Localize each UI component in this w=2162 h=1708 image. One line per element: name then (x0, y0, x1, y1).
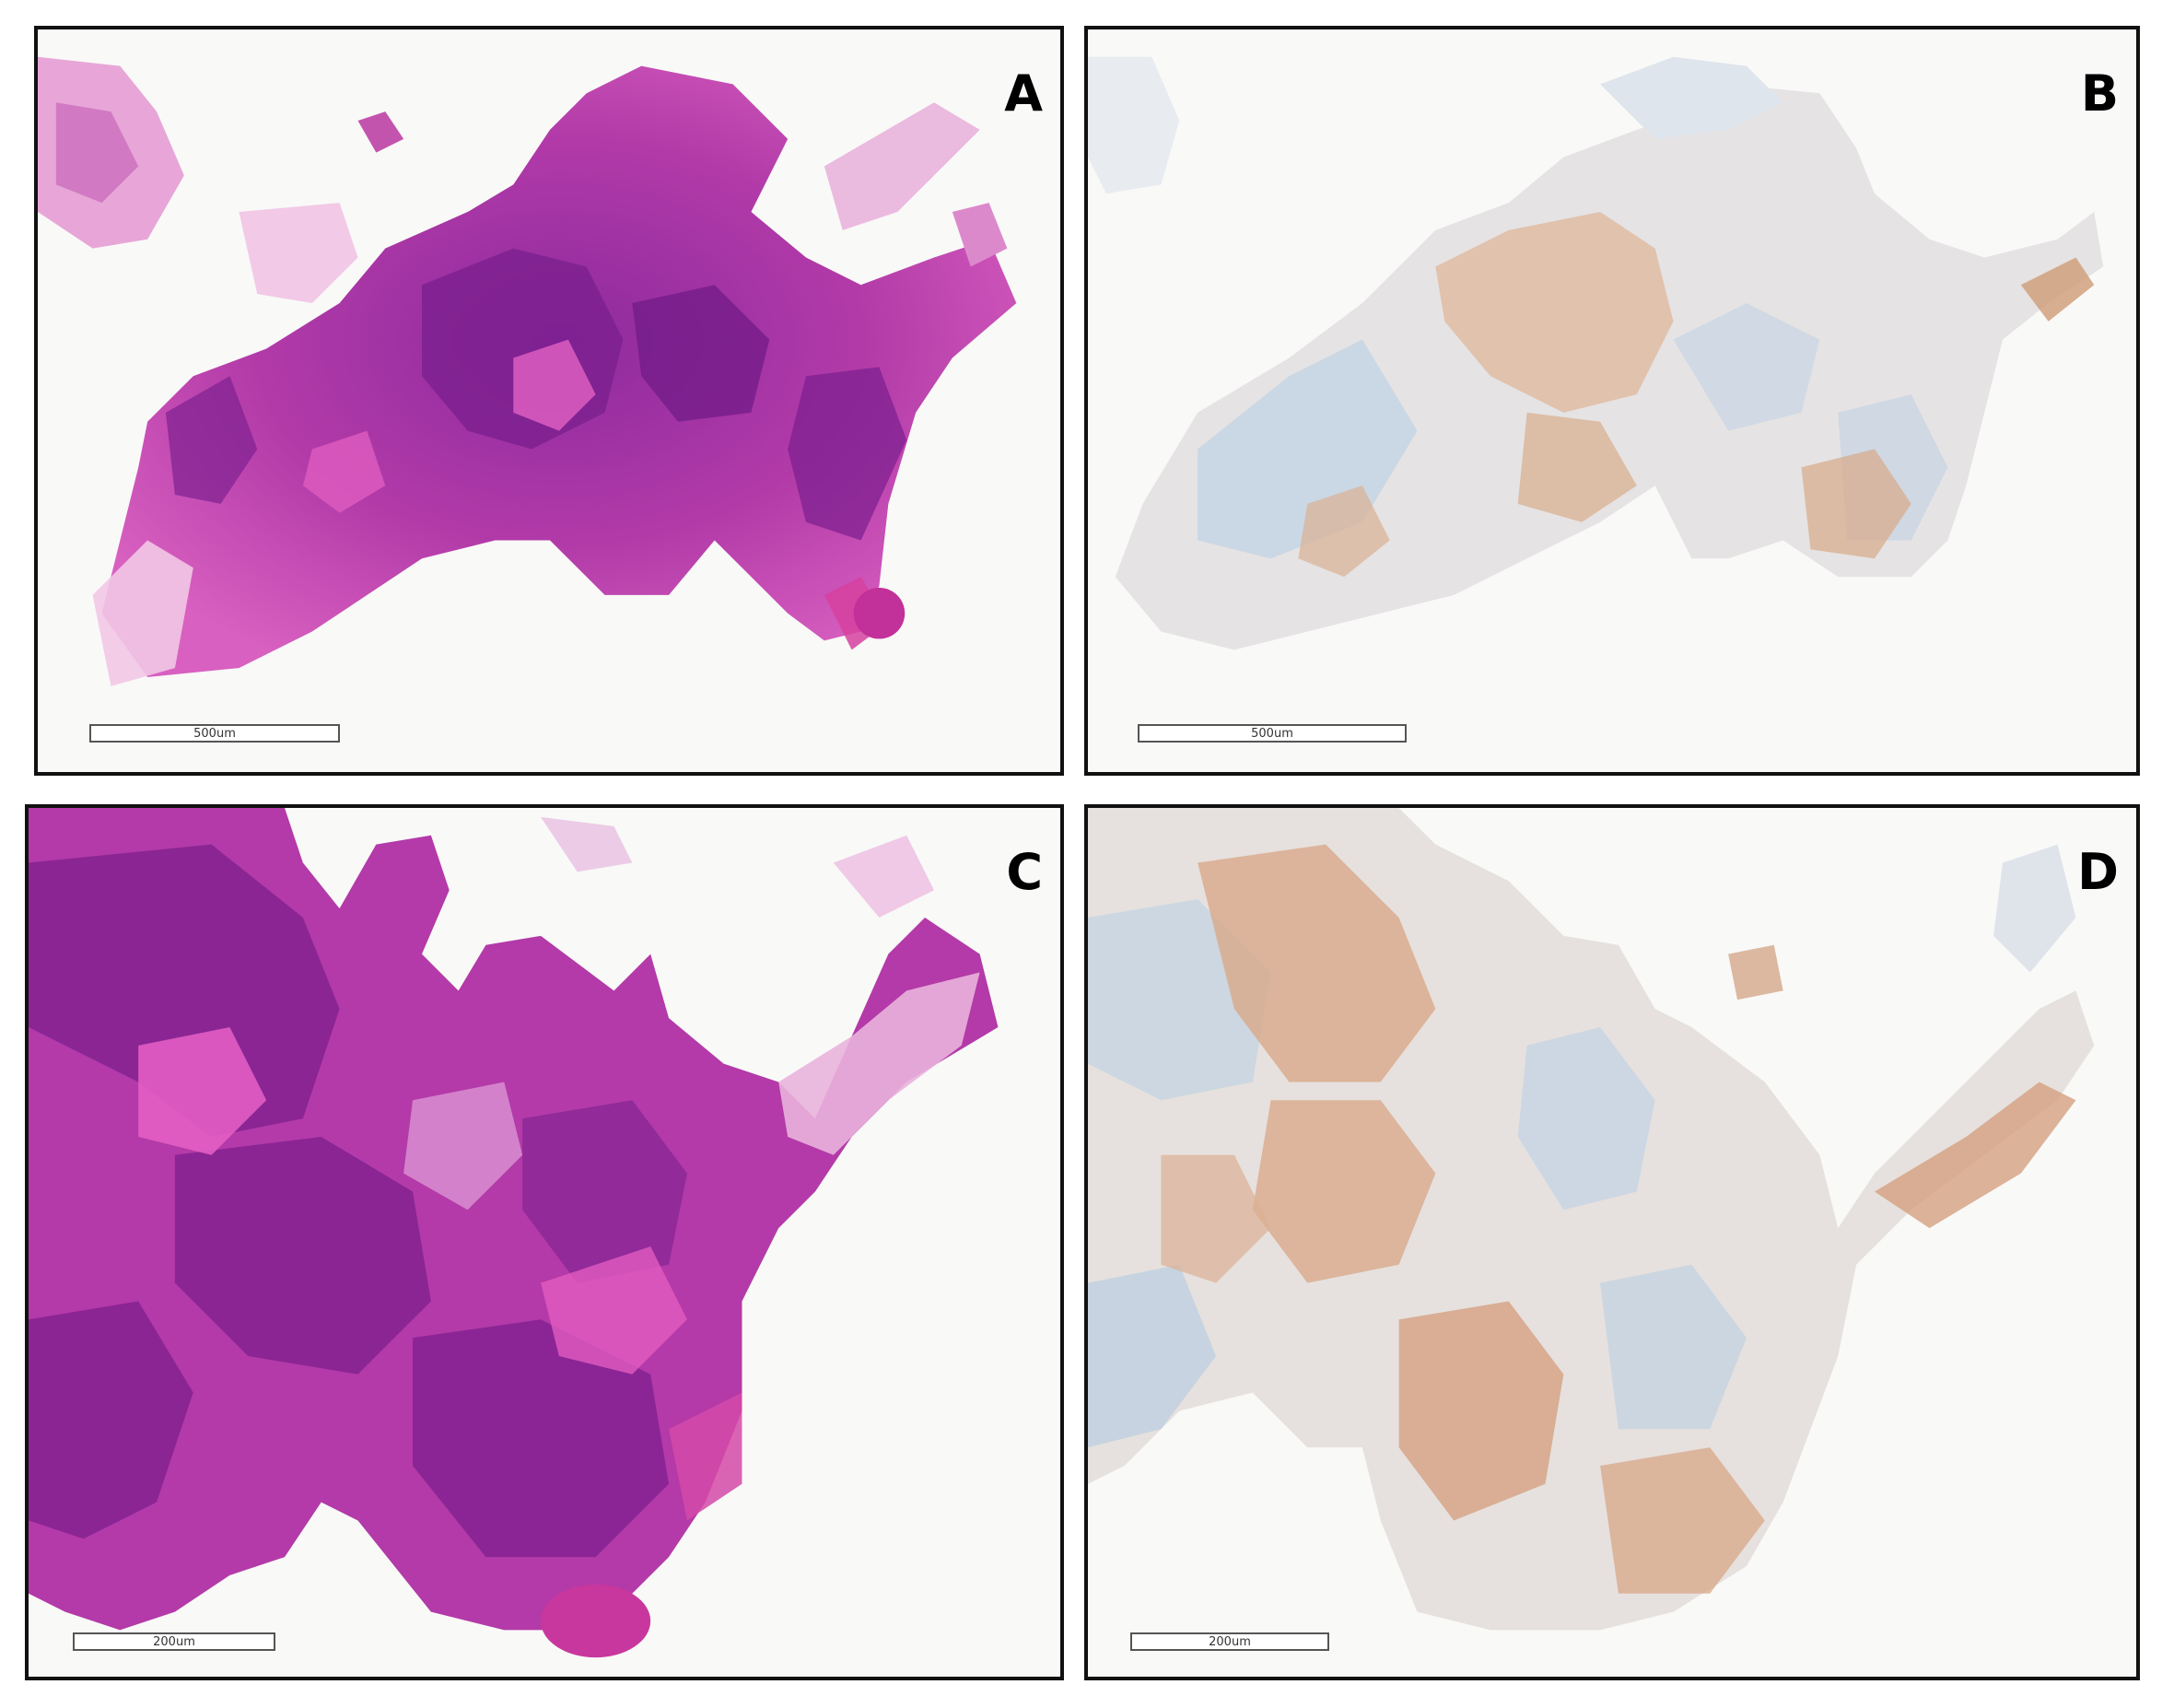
tissue-image-ihc-low (1088, 56, 2104, 650)
panel-c: C 200um (25, 804, 1064, 1680)
panel-b: B 500um (1084, 26, 2140, 776)
tissue-image-ihc-high (1088, 808, 2095, 1631)
scale-bar: 200um (73, 1632, 275, 1651)
panel-label: C (1006, 843, 1043, 901)
scale-bar: 500um (89, 724, 340, 743)
tissue-image-he-low (38, 56, 1017, 686)
scale-bar: 500um (1138, 724, 1407, 743)
panel-a: A 500um (34, 26, 1064, 776)
panel-label: B (2080, 64, 2119, 123)
scale-bar: 200um (1130, 1632, 1329, 1651)
tissue-image-he-high (29, 808, 999, 1658)
panel-label: D (2077, 843, 2119, 901)
panel-label: A (1004, 64, 1043, 123)
panel-d: D 200um (1084, 804, 2140, 1680)
